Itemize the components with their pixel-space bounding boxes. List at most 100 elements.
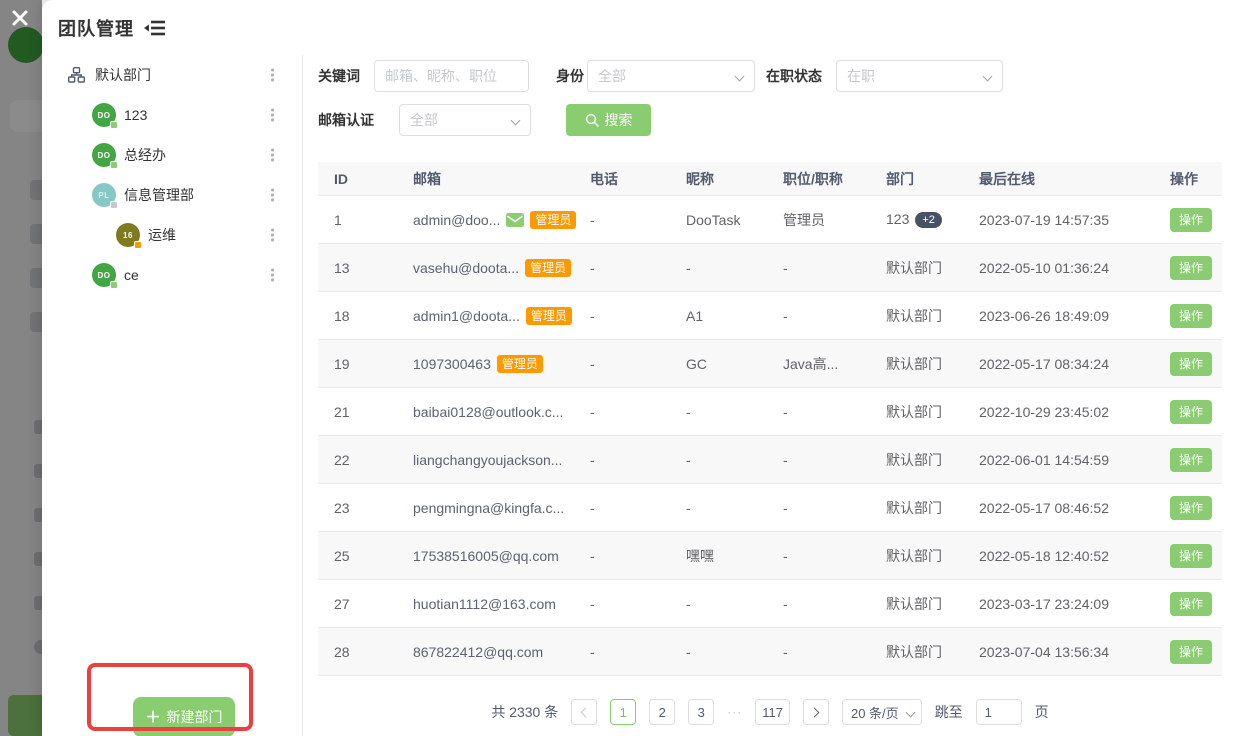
identity-select[interactable]: 全部 — [587, 60, 755, 92]
cell-last-online: 2022-06-01 14:54:59 — [979, 451, 1109, 468]
sidebar-item-default-department[interactable]: 默认部门 — [42, 55, 302, 95]
jump-page-input[interactable] — [975, 699, 1022, 725]
cell-phone: - — [590, 307, 595, 324]
table-row: 13 vasehu@doota... 管理员 - - - 默认部门 2022-0… — [318, 244, 1222, 292]
status-badge — [110, 161, 118, 169]
table-row: 25 17538516005@qq.com - 嘿嘿 - 默认部门 2022-0… — [318, 532, 1222, 580]
department-label: ce — [124, 267, 139, 283]
plus-icon: ＋ — [145, 708, 161, 726]
sidebar-department-item[interactable]: 16 运维 — [42, 215, 302, 255]
department-label: 信息管理部 — [124, 187, 194, 203]
close-icon[interactable] — [10, 8, 30, 28]
cell-id: 18 — [334, 307, 350, 324]
admin-badge: 管理员 — [496, 354, 543, 373]
cell-department: 默认部门 — [870, 546, 963, 566]
kebab-menu-icon[interactable] — [267, 185, 278, 206]
row-action-button[interactable]: 操作 — [1170, 399, 1212, 424]
kebab-menu-icon[interactable] — [267, 65, 278, 86]
cell-department: 默认部门 — [870, 306, 963, 326]
status-select[interactable]: 在职 — [836, 60, 1003, 92]
cell-nickname: GC — [686, 355, 707, 372]
kebab-menu-icon[interactable] — [267, 145, 278, 166]
chevron-down-icon — [982, 71, 993, 82]
cell-email: 1097300463 管理员 — [397, 354, 574, 373]
page-title: 团队管理 — [58, 19, 134, 39]
menu-fold-icon[interactable] — [144, 19, 166, 37]
avatar-initials: DO — [97, 150, 111, 160]
avatar-initials: 16 — [123, 230, 133, 240]
background-user-avatar — [8, 27, 44, 63]
department-avatar: DO — [92, 143, 118, 169]
cell-job-title: - — [783, 547, 788, 564]
row-action-button[interactable]: 操作 — [1170, 207, 1212, 232]
new-department-button[interactable]: ＋ 新建部门 — [133, 697, 235, 736]
cell-department: 123 +2 — [870, 211, 963, 228]
cell-nickname: A1 — [686, 307, 704, 324]
row-action-button[interactable]: 操作 — [1170, 255, 1212, 280]
pagination: 共 2330 条 123 ··· 117 20 条/页 跳至 页 — [318, 699, 1222, 725]
department-name: 默认部门 — [886, 403, 942, 420]
cell-phone: - — [590, 211, 595, 228]
row-action-button[interactable]: 操作 — [1170, 447, 1212, 472]
page-button-3[interactable]: 3 — [688, 699, 715, 725]
modal-overlay[interactable] — [0, 0, 42, 736]
cell-email: 17538516005@qq.com — [397, 548, 574, 564]
sidebar-department-item[interactable]: DO 总经办 — [42, 135, 302, 175]
department-name: 默认部门 — [886, 451, 942, 468]
table-header: ID 邮箱 电话 昵称 职位/职称 部门 最后在线 操作 — [318, 162, 1222, 196]
cell-job-title: Java高... — [783, 355, 839, 372]
kebab-menu-icon[interactable] — [267, 225, 278, 246]
cell-last-online: 2022-05-18 12:40:52 — [979, 547, 1109, 564]
page-button-2[interactable]: 2 — [649, 699, 676, 725]
email-verify-select[interactable]: 全部 — [399, 104, 531, 136]
cell-job-title: 管理员 — [783, 211, 825, 228]
chevron-down-icon — [510, 115, 521, 126]
next-page-button[interactable] — [802, 699, 829, 725]
cell-job-title: - — [783, 307, 788, 324]
prev-page-button[interactable] — [571, 699, 598, 725]
cell-actions: 操作 — [1154, 207, 1222, 232]
cell-actions: 操作 — [1154, 447, 1222, 472]
row-action-button[interactable]: 操作 — [1170, 495, 1212, 520]
cell-nickname: 嘿嘿 — [686, 547, 714, 564]
row-action-button[interactable]: 操作 — [1170, 639, 1212, 664]
cell-job-title: - — [783, 595, 788, 612]
page-unit-label: 页 — [1034, 704, 1049, 720]
department-avatar: 16 — [116, 223, 142, 249]
cell-job-title: - — [783, 643, 788, 660]
sidebar-item-label: 默认部门 — [95, 67, 151, 83]
kebab-menu-icon[interactable] — [267, 265, 278, 286]
row-action-button[interactable]: 操作 — [1170, 591, 1212, 616]
row-action-button[interactable]: 操作 — [1170, 303, 1212, 328]
cell-email: huotian1112@163.com — [397, 596, 574, 612]
cell-email: liangchangyoujackson... — [397, 452, 574, 468]
admin-badge: 管理员 — [525, 258, 572, 277]
department-avatar: DO — [92, 263, 118, 289]
cell-id: 28 — [334, 643, 350, 660]
table-body: 1 admin@doo... 管理员 - DooTask 管理员 123 +2 2… — [318, 196, 1222, 676]
cell-nickname: DooTask — [686, 211, 741, 228]
cell-phone: - — [590, 355, 595, 372]
sidebar-department-item[interactable]: PL 信息管理部 — [42, 175, 302, 215]
column-header: 电话 — [590, 170, 618, 187]
department-name: 默认部门 — [886, 355, 942, 372]
sidebar-department-item[interactable]: DO 123 — [42, 95, 302, 135]
page-button-last[interactable]: 117 — [755, 699, 790, 725]
cell-phone: - — [590, 403, 595, 420]
row-action-button[interactable]: 操作 — [1170, 543, 1212, 568]
keyword-input[interactable] — [375, 61, 528, 91]
row-action-button[interactable]: 操作 — [1170, 351, 1212, 376]
sidebar-department-item[interactable]: DO ce — [42, 255, 302, 295]
members-table: ID 邮箱 电话 昵称 职位/职称 部门 最后在线 操作 1 admin@doo... 管理员… — [318, 162, 1222, 676]
cell-nickname: - — [686, 643, 691, 660]
kebab-menu-icon[interactable] — [267, 105, 278, 126]
cell-last-online: 2023-07-19 14:57:35 — [979, 211, 1109, 228]
table-row: 27 huotian1112@163.com - - - 默认部门 2023-0… — [318, 580, 1222, 628]
page-size-select[interactable]: 20 条/页 — [841, 699, 922, 725]
cell-last-online: 2023-03-17 23:24:09 — [979, 595, 1109, 612]
status-badge — [134, 241, 142, 249]
table-row: 1 admin@doo... 管理员 - DooTask 管理员 123 +2 2… — [318, 196, 1222, 244]
search-button[interactable]: 搜索 — [566, 104, 651, 136]
page-button-1[interactable]: 1 — [610, 699, 637, 725]
